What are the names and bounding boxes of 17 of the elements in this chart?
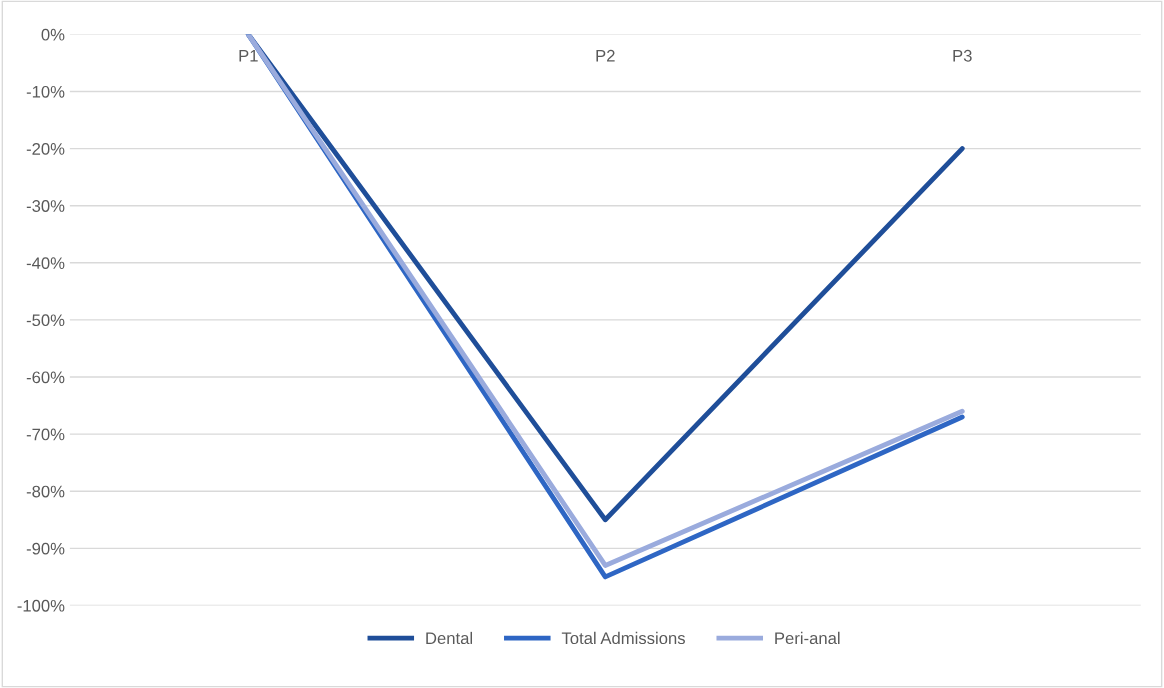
y-tick-label: -40% xyxy=(26,257,65,270)
x-tick-label: P2 xyxy=(596,49,615,62)
y-tick-label: -50% xyxy=(26,314,65,327)
legend-label: Total Admissions xyxy=(561,631,685,645)
legend-label: Peri-anal xyxy=(775,631,840,645)
x-tick-label: P1 xyxy=(239,50,258,62)
y-tick-label: -70% xyxy=(26,428,65,441)
y-tick-label: -80% xyxy=(26,485,65,498)
y-tick-label: -20% xyxy=(26,143,65,155)
legend-label: Dental xyxy=(426,631,473,645)
y-tick-label: -60% xyxy=(26,371,65,384)
y-tick-label: -30% xyxy=(26,200,65,212)
y-tick-label: -90% xyxy=(26,542,65,555)
x-tick-label: P3 xyxy=(953,49,972,62)
y-tick-label: 0% xyxy=(41,28,65,41)
y-tick-label: -100% xyxy=(17,599,65,612)
y-tick-label: -10% xyxy=(26,85,65,98)
